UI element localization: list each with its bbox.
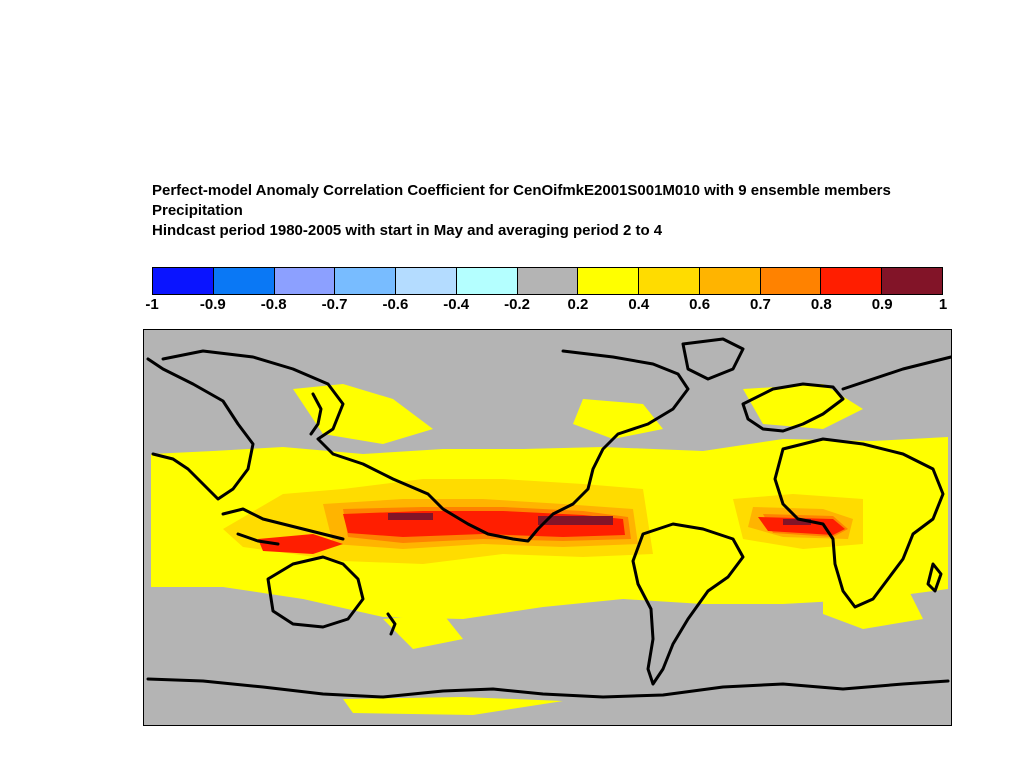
colorbar-tick-label: -0.8: [260, 296, 287, 313]
colorbar-segment: [153, 268, 214, 294]
field-yellow-north-asia: [743, 384, 863, 429]
coastline-madagascar: [926, 562, 943, 593]
coastline-australia: [266, 555, 365, 629]
colorbar-segment: [456, 268, 518, 294]
map-frame: [143, 329, 952, 726]
colorbar-segment: [578, 268, 640, 294]
colorbar-segment: [821, 268, 883, 294]
colorbar: [152, 267, 943, 295]
colorbar-tick-label: 0.7: [750, 296, 771, 313]
coastline-south-america: [631, 522, 745, 686]
coastline-north-america: [161, 349, 690, 543]
field-red-indonesia: [258, 534, 343, 554]
colorbar-tick-label: 0.8: [810, 296, 832, 313]
coastline-antarctica: [146, 677, 950, 699]
colorbar-segment: [274, 268, 336, 294]
field-yellow-north-atlantic: [573, 399, 663, 439]
coastline-africa: [773, 437, 945, 609]
anomaly-field: [151, 384, 948, 715]
title-line-3: Hindcast period 1980-2005 with start in …: [152, 222, 663, 239]
colorbar-segment: [335, 268, 397, 294]
colorbar-tick-label: 0.6: [689, 296, 711, 313]
colorbar-tick-label: -0.2: [504, 296, 530, 313]
colorbar-tick-label: 1: [938, 296, 948, 313]
colorbar-segment: [517, 268, 579, 294]
colorbar-tick-label: -0.6: [382, 296, 409, 313]
field-yellow-south-pacific: [383, 614, 463, 649]
field-max-atlantic: [783, 519, 811, 525]
field-yellow-africa-south: [823, 579, 923, 629]
colorbar-segment: [882, 268, 942, 294]
title-line-1: Perfect-model Anomaly Correlation Coeffi…: [152, 182, 891, 199]
colorbar-segment: [699, 268, 761, 294]
field-red-atlantic-core: [758, 517, 845, 535]
colorbar-segment: [213, 268, 275, 294]
correlation-map: [143, 329, 952, 726]
colorbar-tick-label: -0.9: [199, 296, 226, 313]
title-line-2: Precipitation: [152, 202, 243, 219]
coastlines: [146, 337, 952, 699]
field-max-pacific-east: [538, 516, 613, 525]
coastline-asia: [146, 355, 952, 501]
colorbar-tick-label: -0.4: [443, 296, 470, 313]
plot-title: Perfect-model Anomaly Correlation Coeffi…: [152, 181, 1012, 241]
field-yellow-north-pacific: [293, 384, 433, 444]
coastline-maritime-continent: [221, 507, 345, 546]
coastline-greenland: [681, 337, 745, 381]
colorbar-tick-label: 0.2: [567, 296, 589, 313]
colorbar-segment: [639, 268, 700, 294]
coastline-new-zealand: [386, 612, 397, 636]
field-max-pacific-west: [388, 513, 433, 520]
colorbar-segment: [760, 268, 822, 294]
colorbar-tick-label: 0.4: [628, 296, 650, 313]
coastline-europe: [741, 382, 845, 433]
field-yellow-antarctic: [343, 697, 563, 715]
colorbar-tick-label: -0.7: [321, 296, 348, 313]
colorbar-segment: [396, 268, 457, 294]
colorbar-tick-label: 0.9: [871, 296, 893, 313]
coastline-japan: [309, 392, 323, 436]
colorbar-tick-labels: -1 -0.9 -0.8 -0.7 -0.6 -0.4 -0.2 0.2 0.4 0.6 0.7 0.…: [145, 296, 947, 316]
colorbar-tick-label: -1: [145, 296, 159, 313]
